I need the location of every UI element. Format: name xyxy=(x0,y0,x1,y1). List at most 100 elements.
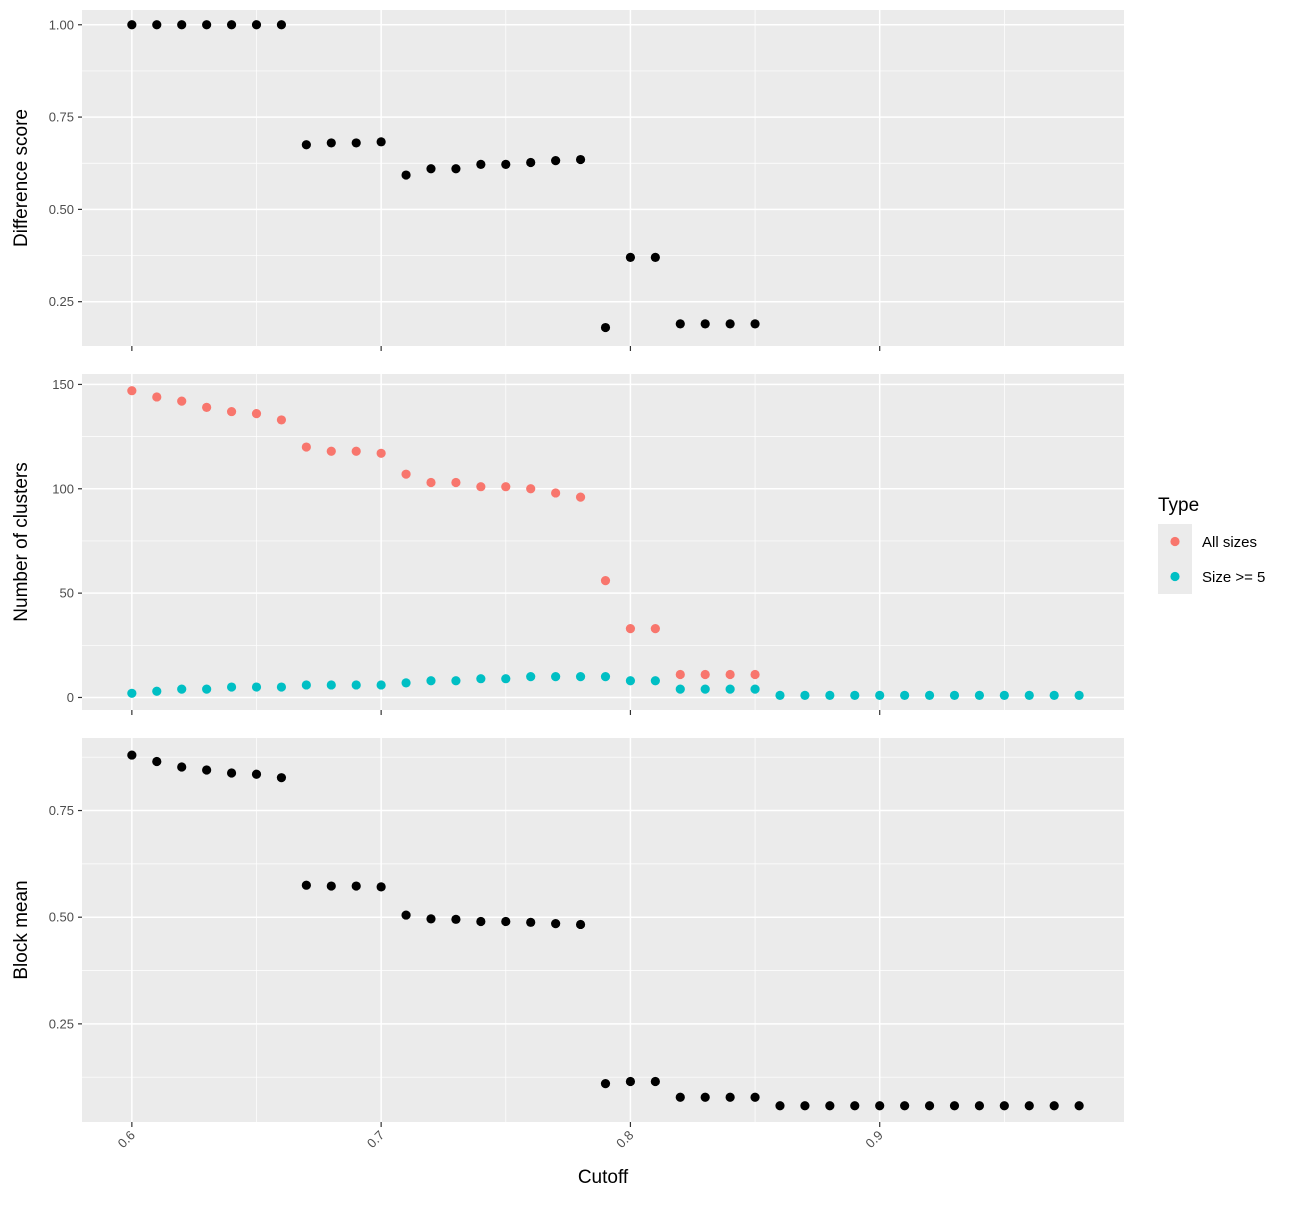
x-tick-label: 0.8 xyxy=(613,1128,636,1151)
data-point xyxy=(526,157,536,168)
panel-1: 0.25 0.50 0.75 1.00 Difference score xyxy=(11,10,1124,351)
data-point xyxy=(875,690,885,700)
panel-background xyxy=(82,10,1124,346)
data-point xyxy=(301,140,311,150)
data-point xyxy=(974,690,985,700)
data-point xyxy=(376,680,386,690)
data-point xyxy=(750,319,760,329)
data-point xyxy=(326,138,336,148)
panel-2: 0 50 100 150 Number of clusters xyxy=(11,374,1124,715)
data-point xyxy=(226,406,237,417)
data-point xyxy=(451,477,461,488)
data-point xyxy=(476,482,486,492)
data-point xyxy=(1074,690,1084,700)
legend-label: All sizes xyxy=(1202,534,1257,551)
data-point xyxy=(675,669,685,680)
data-point xyxy=(750,1092,760,1102)
data-point xyxy=(675,319,685,329)
data-point xyxy=(401,170,411,180)
data-point xyxy=(351,446,361,456)
data-point xyxy=(426,164,436,174)
y-axis-title: Number of clusters xyxy=(11,462,32,621)
data-point xyxy=(177,762,187,772)
data-point xyxy=(800,690,810,700)
data-point xyxy=(1024,1101,1034,1111)
data-point xyxy=(575,154,586,165)
data-point xyxy=(177,396,187,406)
data-point xyxy=(476,159,486,169)
data-point xyxy=(600,672,611,682)
data-point xyxy=(351,881,361,891)
data-point xyxy=(351,138,361,148)
data-point xyxy=(999,1101,1009,1111)
data-point xyxy=(326,680,336,690)
data-point xyxy=(127,750,137,760)
panel-background xyxy=(82,374,1124,710)
data-point xyxy=(526,484,536,494)
data-point xyxy=(999,690,1009,700)
data-point xyxy=(251,409,262,419)
data-point xyxy=(401,678,411,688)
series-1 xyxy=(127,386,760,680)
series-1 xyxy=(127,20,760,333)
x-tick-label: 0.7 xyxy=(364,1128,387,1151)
data-point xyxy=(202,20,212,30)
data-point xyxy=(451,914,461,924)
data-point xyxy=(551,488,561,498)
data-point xyxy=(1024,690,1034,700)
data-point xyxy=(301,880,311,890)
data-point xyxy=(600,322,611,333)
data-point xyxy=(152,686,162,696)
data-point xyxy=(650,252,660,262)
data-point xyxy=(924,690,935,700)
x-axis-title: Cutoff xyxy=(578,1167,629,1188)
data-point xyxy=(376,137,386,147)
legend: Type All sizes Size >= 5 xyxy=(1158,495,1265,594)
data-point xyxy=(476,916,486,927)
data-point xyxy=(700,684,710,694)
data-point xyxy=(127,20,137,30)
data-point xyxy=(127,688,137,698)
data-point xyxy=(650,624,660,634)
data-point xyxy=(750,669,760,680)
data-point xyxy=(1074,1101,1084,1111)
data-point xyxy=(251,769,262,779)
data-point xyxy=(426,477,436,488)
data-point xyxy=(501,482,511,492)
data-point xyxy=(900,690,910,700)
data-point xyxy=(501,674,511,684)
data-point xyxy=(775,690,785,700)
data-point xyxy=(551,156,561,166)
y-tick-label: 0.25 xyxy=(49,1016,74,1031)
data-point xyxy=(700,669,710,680)
data-point xyxy=(451,164,461,174)
data-point xyxy=(451,676,461,686)
data-point xyxy=(202,765,212,775)
data-point xyxy=(276,773,287,783)
panel-background xyxy=(82,738,1124,1122)
data-point xyxy=(750,684,760,694)
data-point xyxy=(152,20,162,30)
data-point xyxy=(1049,1101,1059,1111)
data-point xyxy=(575,672,586,682)
y-tick-label: 0.75 xyxy=(49,110,74,125)
data-point xyxy=(301,680,311,690)
data-point xyxy=(775,1101,785,1111)
data-point xyxy=(202,402,212,412)
series-1 xyxy=(127,750,1084,1111)
y-axis-title: Difference score xyxy=(11,109,32,247)
data-point xyxy=(376,882,386,892)
data-point xyxy=(301,442,311,452)
x-tick-label: 0.6 xyxy=(115,1128,138,1151)
y-axis-title: Block mean xyxy=(11,880,32,979)
data-point xyxy=(326,881,336,891)
data-point xyxy=(351,680,361,690)
data-point xyxy=(725,319,735,329)
data-point xyxy=(850,690,860,700)
data-point xyxy=(401,469,411,479)
data-point xyxy=(251,20,262,30)
data-point xyxy=(177,684,187,694)
data-point xyxy=(900,1101,910,1111)
data-point xyxy=(725,669,735,680)
